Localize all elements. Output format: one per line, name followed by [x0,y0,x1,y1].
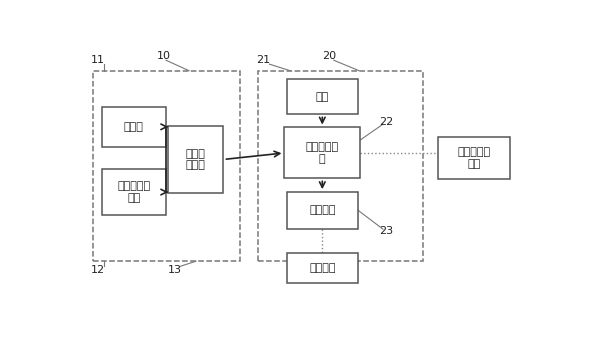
Text: 移动机器人
位置: 移动机器人 位置 [457,147,490,169]
Text: 电子地图: 电子地图 [309,263,336,273]
Bar [93,71,240,261]
Text: 22: 22 [380,117,394,126]
Bar [102,169,166,215]
Text: 23: 23 [380,226,394,236]
Text: 航迹推
算模块: 航迹推 算模块 [186,148,206,170]
Text: 12: 12 [91,265,105,275]
Text: 13: 13 [168,265,182,275]
Bar [286,79,358,115]
Bar [438,137,509,179]
Bar [258,71,423,261]
Text: 路口检测模
块: 路口检测模 块 [306,142,339,164]
Text: 相机: 相机 [315,92,329,102]
Text: 修正模块: 修正模块 [309,205,336,215]
Text: 21: 21 [256,55,270,65]
Text: 20: 20 [322,51,336,61]
Bar [285,127,360,178]
Bar [168,125,224,193]
Bar [286,253,358,283]
Text: 10: 10 [157,51,171,61]
Text: 惯性导航传
感器: 惯性导航传 感器 [117,181,151,203]
Text: 里程计: 里程计 [124,122,144,132]
Text: 11: 11 [91,55,105,65]
Bar [102,106,166,147]
Bar [286,192,358,228]
